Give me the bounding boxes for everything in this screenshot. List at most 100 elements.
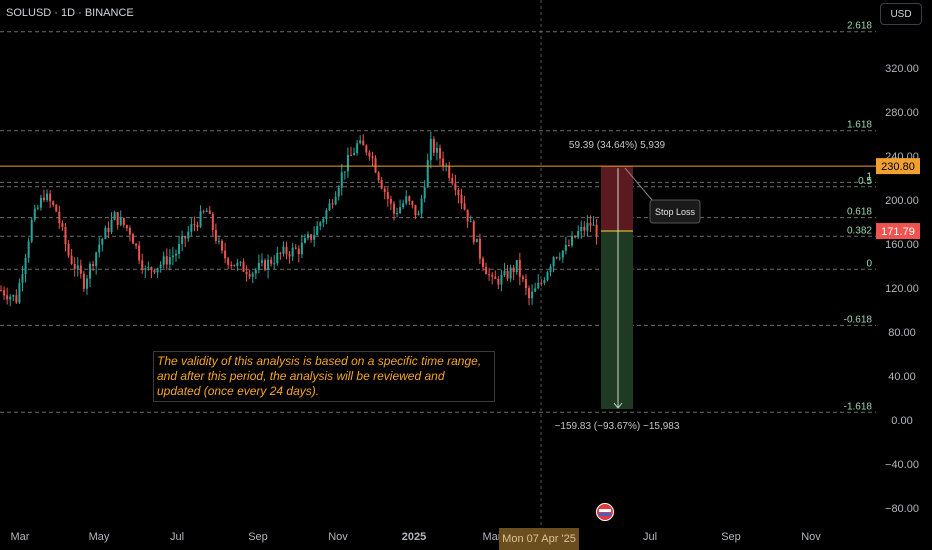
candle-body xyxy=(165,256,168,265)
candle-body xyxy=(392,203,395,214)
candle-body xyxy=(469,221,472,223)
candle-body xyxy=(39,197,42,208)
candle-body xyxy=(251,273,254,277)
candle-body xyxy=(319,222,322,226)
candle-body xyxy=(475,238,478,243)
candle-body xyxy=(15,295,18,303)
candle-body xyxy=(285,246,288,255)
candle-body xyxy=(300,242,303,255)
candle-body xyxy=(27,241,30,258)
candle-body xyxy=(227,258,230,265)
candle-body xyxy=(242,261,245,272)
candle-body xyxy=(132,234,135,244)
candle-body xyxy=(380,179,383,189)
candle-body xyxy=(79,265,82,274)
candle-body xyxy=(383,188,386,193)
candle-body xyxy=(540,282,543,284)
y-tick-label: 0.00 xyxy=(891,415,912,427)
candle-body xyxy=(472,221,475,243)
candle-body xyxy=(58,211,61,224)
candle-body xyxy=(574,235,577,238)
y-tick-label: 120.00 xyxy=(885,283,919,295)
currency-button[interactable]: USD xyxy=(880,3,922,25)
fib-label: 0.5 xyxy=(858,176,872,187)
candle-body xyxy=(420,198,423,214)
symbol-title: SOLUSD · 1D · BINANCE xyxy=(6,7,134,19)
y-tick-label: 320.00 xyxy=(885,63,919,75)
candle-body xyxy=(555,257,558,259)
candle-body xyxy=(257,262,260,270)
candle-body xyxy=(30,219,33,242)
candle-body xyxy=(282,246,285,254)
candle-body xyxy=(481,258,484,267)
candle-body xyxy=(119,217,122,225)
candle-body xyxy=(549,266,552,273)
candle-body xyxy=(577,231,580,238)
candle-body xyxy=(362,140,365,146)
candle-body xyxy=(141,260,144,270)
candle-body xyxy=(558,257,561,259)
candle-body xyxy=(107,227,110,233)
y-tick-label: 80.00 xyxy=(888,327,916,339)
candle-body xyxy=(138,245,141,261)
candle-body xyxy=(552,257,555,267)
candle-body xyxy=(267,259,270,270)
current-price-value: 171.79 xyxy=(881,226,915,238)
candle-body xyxy=(98,244,101,253)
candle-body xyxy=(408,196,411,202)
candle-body xyxy=(349,154,352,156)
stop-label: 59.39 (34.64%) 5,939 xyxy=(569,140,666,151)
candle-body xyxy=(396,213,399,215)
x-tick-label: Sep xyxy=(248,531,268,543)
candle-body xyxy=(9,296,12,300)
candle-body xyxy=(224,250,227,259)
candle-body xyxy=(534,288,537,292)
candle-body xyxy=(147,267,150,269)
candle-body xyxy=(346,154,349,172)
y-tick-label: −40.00 xyxy=(885,459,919,471)
candle-body xyxy=(12,295,15,297)
candle-body xyxy=(46,193,49,201)
candle-body xyxy=(537,282,540,289)
analysis-note: The validity of this analysis is based o… xyxy=(153,351,495,402)
x-tick-label: Jul xyxy=(643,531,657,543)
candle-body xyxy=(0,290,2,292)
candle-body xyxy=(95,252,98,266)
candle-body xyxy=(322,219,325,223)
candle-body xyxy=(122,217,125,226)
y-tick-label: −80.00 xyxy=(885,503,919,515)
candle-body xyxy=(353,153,356,156)
candle-body xyxy=(359,140,362,144)
candle-body xyxy=(52,201,55,205)
candle-body xyxy=(328,203,331,211)
candle-body xyxy=(567,245,570,247)
x-tick-label: Mar xyxy=(483,531,502,543)
candle-body xyxy=(509,267,512,279)
candle-body xyxy=(592,224,595,226)
candle-body xyxy=(104,227,107,239)
candle-body xyxy=(174,253,177,256)
us-flag-icon[interactable] xyxy=(596,503,614,521)
candle-body xyxy=(429,138,432,161)
fib-label: 2.618 xyxy=(847,21,872,32)
candle-body xyxy=(199,211,202,227)
x-tick-label: Jul xyxy=(170,531,184,543)
crosshair-date-label: Mon 07 Apr '25 xyxy=(499,528,579,550)
candle-body xyxy=(356,143,359,154)
candle-body xyxy=(512,267,515,273)
x-tick-label: 2025 xyxy=(402,531,426,543)
candle-body xyxy=(187,231,190,239)
y-tick-label: 160.00 xyxy=(885,239,919,251)
candle-body xyxy=(202,211,205,213)
candle-body xyxy=(273,263,276,265)
candle-body xyxy=(457,190,460,196)
candle-body xyxy=(310,234,313,240)
candle-body xyxy=(178,243,181,254)
candle-body xyxy=(230,264,233,266)
candle-body xyxy=(497,278,500,285)
candle-body xyxy=(156,267,159,273)
candle-body xyxy=(586,223,589,231)
x-tick-label: May xyxy=(89,531,110,543)
fib-label: 0.382 xyxy=(847,225,872,236)
